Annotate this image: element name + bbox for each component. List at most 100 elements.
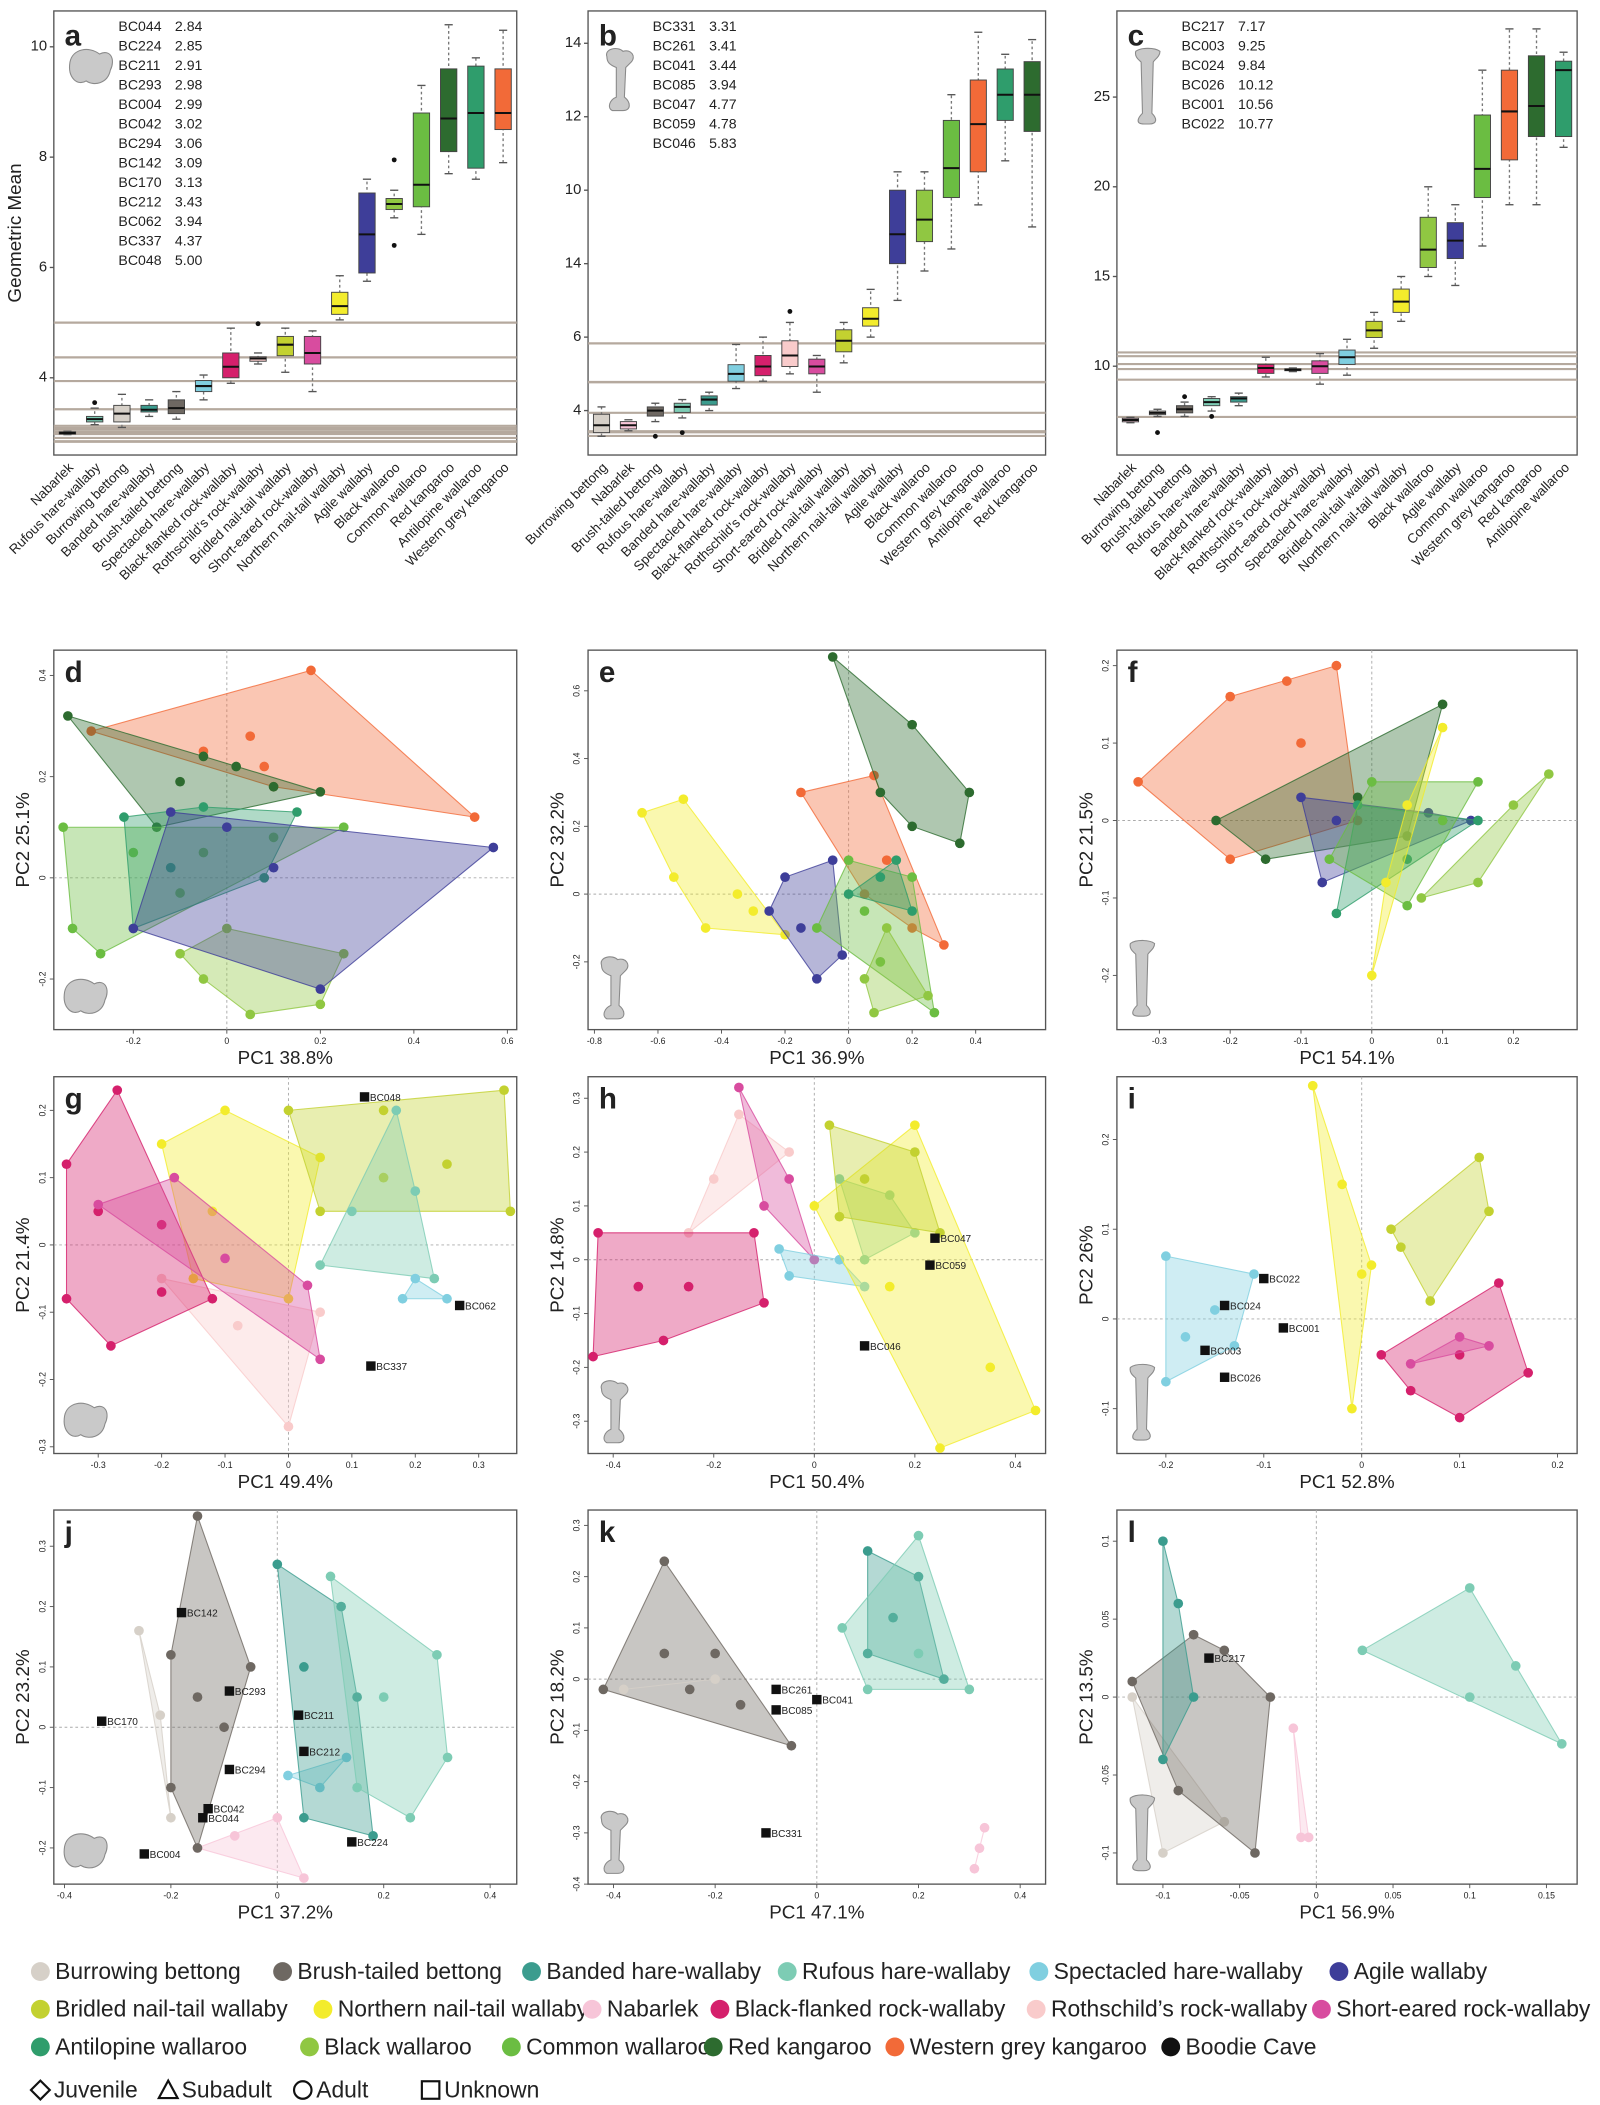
point [700,923,711,933]
specimen-point [224,1686,235,1696]
bone-icon [1129,1363,1156,1441]
point [259,761,270,772]
specimen-label: BC041 [822,1696,853,1707]
point [1229,1341,1240,1351]
legend-swatch [273,1962,293,1982]
specimen-point [1278,1323,1289,1333]
x-tick-label: 0.05 [1385,1891,1402,1901]
point [1423,807,1434,818]
point [86,726,97,736]
x-tick-label: -0.1 [1256,1460,1271,1470]
y-tick-label: 20 [1094,179,1110,195]
legend-label: Rothschild’s rock-wallaby [1051,1996,1308,2022]
point [67,923,78,934]
legend-shape-unknown [420,2080,441,2100]
point [1425,1296,1436,1306]
y-tick-label: 6 [39,259,47,275]
point [907,821,917,832]
point [1464,1583,1475,1593]
y-axis-label: PC2 18.2% [546,1649,567,1745]
x-axis-label: PC1 56.9% [1299,1902,1395,1923]
point [1386,1224,1396,1235]
y-tick-label: 6 [573,329,581,345]
panel-letter: f [1128,656,1138,689]
specimen-point [812,1694,822,1705]
legend-swatch [777,1962,797,1982]
box [140,404,158,413]
point [784,1271,795,1281]
bone-icon [606,47,634,112]
specimen-point [293,1710,304,1720]
point [128,847,139,858]
point [1484,1206,1494,1217]
specimen-label: BC142 [187,1609,218,1620]
specimen-point [761,1828,771,1838]
y-axis-label: PC2 13.5% [1075,1649,1096,1745]
femur-icon [600,1810,629,1874]
group-hull [1410,1336,1492,1365]
legend-swatch [703,2037,723,2057]
bone-icon [69,48,113,84]
y-tick-label: -0.2 [572,1774,582,1789]
panel-letter: c [1128,20,1144,53]
point [1265,1692,1276,1702]
point [969,1863,980,1874]
point [1366,776,1377,787]
point [198,751,209,762]
box [889,189,907,265]
point [923,990,933,1001]
legend-label: Short-eared rock-wallaby [1336,1996,1591,2022]
point [710,1674,720,1684]
group-hull [768,859,843,980]
point [1473,815,1483,826]
specimen-label: BC062 [465,1302,496,1313]
point [119,812,129,822]
outlier [1182,394,1188,400]
group-hull [800,774,945,947]
group-hull [170,1514,252,1850]
y-tick-label: -0.1 [37,1780,47,1795]
point [1402,831,1413,841]
legend-age-label: Adult [316,2076,369,2102]
point [939,1674,949,1684]
x-axis-label: PC1 52.8% [1299,1471,1395,1492]
specimen-point [203,1803,213,1814]
point [245,731,256,742]
point [1556,1738,1567,1749]
specimen-point [771,1705,781,1715]
legend-swatch [1029,1962,1049,1982]
bone-icon [600,1380,629,1444]
point [910,1227,920,1238]
point [283,1105,294,1116]
point [1211,815,1221,826]
point [315,1260,326,1270]
specimen-label: BC024 [1230,1302,1261,1313]
point [1219,1816,1230,1827]
point [796,923,806,933]
point [637,807,647,818]
x-tick-label: 0.2 [906,1036,918,1046]
point [1454,1332,1465,1342]
x-tick-label: 0.3 [473,1460,485,1470]
point [1161,1376,1171,1387]
tibia-icon [1129,1794,1156,1872]
x-tick-label: 0 [1359,1460,1364,1470]
point [939,940,949,950]
point [245,1009,256,1020]
specimen-value: 3.44 [709,57,737,73]
y-tick-label: 10 [31,39,47,55]
point [61,1159,72,1170]
point [881,923,892,933]
point [1396,1242,1406,1253]
box [412,112,431,208]
specimen-label: BC217 [1214,1654,1245,1665]
point [891,855,902,866]
y-tick-label: 0.2 [1100,1133,1110,1145]
talus-icon [63,1402,108,1438]
x-tick-label: 0 [275,1891,280,1901]
specimen-value: 10.12 [1238,76,1273,92]
group-hull [641,798,787,936]
y-tick-label: 0.4 [37,669,47,681]
point [1484,1341,1494,1351]
specimen-point [1259,1273,1269,1284]
